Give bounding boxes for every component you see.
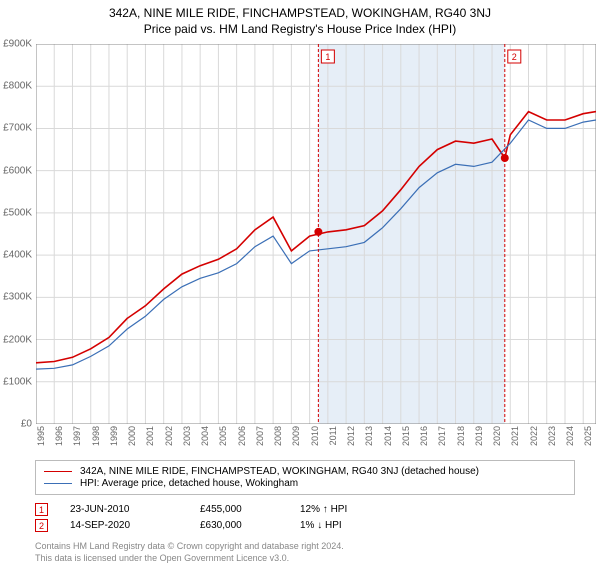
sale-markers-table: 1 23-JUN-2010 £455,000 12% ↑ HPI 2 14-SE… (35, 503, 575, 532)
svg-text:2: 2 (512, 52, 517, 62)
chart-svg: 12 (36, 44, 596, 424)
title-block: 342A, NINE MILE RIDE, FINCHAMPSTEAD, WOK… (0, 0, 600, 38)
chart-container: 342A, NINE MILE RIDE, FINCHAMPSTEAD, WOK… (0, 0, 600, 564)
sale-marker-price: £455,000 (200, 504, 300, 515)
legend-swatch (44, 483, 72, 484)
legend: 342A, NINE MILE RIDE, FINCHAMPSTEAD, WOK… (35, 460, 575, 495)
footer-line: Contains HM Land Registry data © Crown c… (35, 540, 575, 552)
sale-marker-date: 23-JUN-2010 (70, 504, 200, 515)
sale-marker-date: 14-SEP-2020 (70, 520, 200, 531)
svg-text:1: 1 (325, 52, 330, 62)
chart-plot-area: 12 £0£100K£200K£300K£400K£500K£600K£700K… (36, 44, 596, 424)
sale-marker-hpi: 12% ↑ HPI (300, 504, 347, 515)
legend-label: 342A, NINE MILE RIDE, FINCHAMPSTEAD, WOK… (80, 466, 479, 477)
sale-marker-hpi: 1% ↓ HPI (300, 520, 342, 531)
footer-line: This data is licensed under the Open Gov… (35, 552, 575, 564)
legend-row: 342A, NINE MILE RIDE, FINCHAMPSTEAD, WOK… (44, 466, 566, 477)
sale-marker-badge: 2 (35, 519, 48, 532)
legend-row: HPI: Average price, detached house, Woki… (44, 478, 566, 489)
x-axis-labels: 1995199619971998199920002001200220032004… (36, 424, 596, 452)
sale-marker-row: 2 14-SEP-2020 £630,000 1% ↓ HPI (35, 519, 575, 532)
title-address: 342A, NINE MILE RIDE, FINCHAMPSTEAD, WOK… (0, 6, 600, 20)
title-subtitle: Price paid vs. HM Land Registry's House … (0, 22, 600, 36)
sale-marker-badge: 1 (35, 503, 48, 516)
sale-marker-row: 1 23-JUN-2010 £455,000 12% ↑ HPI (35, 503, 575, 516)
y-axis-labels: £0£100K£200K£300K£400K£500K£600K£700K£80… (0, 44, 34, 424)
legend-label: HPI: Average price, detached house, Woki… (80, 478, 298, 489)
footer: Contains HM Land Registry data © Crown c… (35, 540, 575, 564)
sale-marker-price: £630,000 (200, 520, 300, 531)
legend-swatch (44, 471, 72, 472)
